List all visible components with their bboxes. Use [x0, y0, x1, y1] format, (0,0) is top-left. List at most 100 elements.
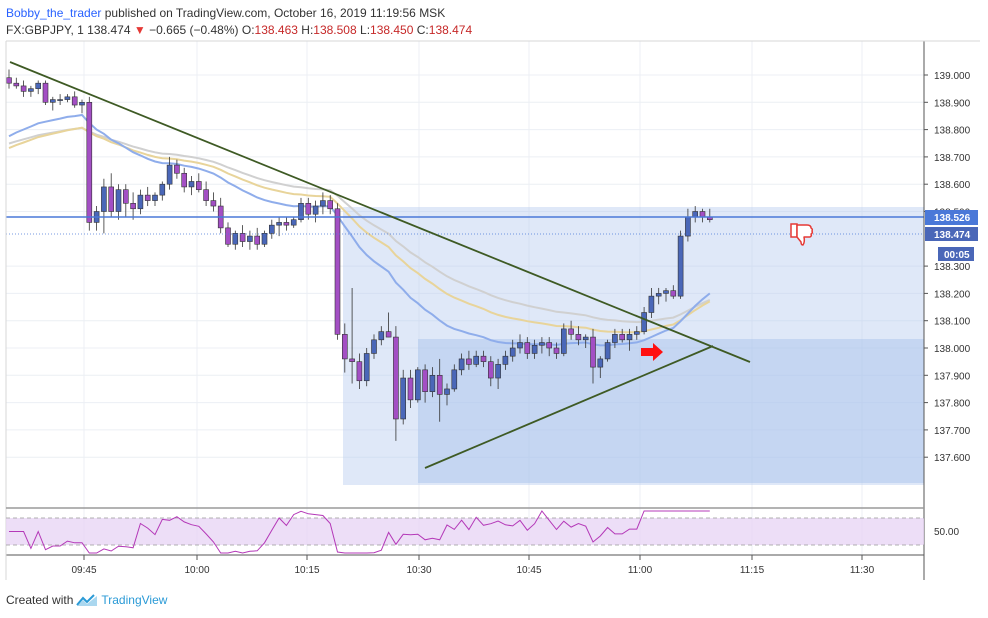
candle-body [71, 96, 78, 106]
low-label: L: [360, 23, 371, 37]
candle [174, 159, 180, 179]
candle [305, 197, 312, 220]
candle-body [677, 235, 684, 297]
candle [458, 353, 465, 376]
candle-body [203, 189, 209, 201]
candle [71, 91, 78, 108]
candle-body [458, 358, 465, 371]
candle [57, 94, 63, 106]
rsi-tick-label: 50.00 [934, 527, 959, 538]
candle-body [429, 374, 436, 392]
candle [144, 186, 151, 207]
candle [298, 197, 304, 223]
arrow-right-icon [641, 343, 663, 361]
candle [225, 222, 231, 247]
candle [575, 326, 582, 346]
y-tick-label: 139.000 [934, 71, 971, 82]
candle-body [546, 342, 553, 349]
candle-body [648, 295, 655, 313]
candle-body [436, 374, 443, 395]
open-value: 138.463 [254, 23, 298, 37]
last-price: 138.474 [87, 23, 131, 37]
candle [597, 356, 604, 379]
candle-body [6, 77, 12, 84]
candle [539, 337, 545, 354]
author-link[interactable]: Bobby_the_trader [6, 6, 102, 20]
candle-body [79, 102, 85, 106]
candle [524, 337, 531, 359]
down-triangle-icon: ▼ [133, 23, 146, 37]
candle [35, 80, 42, 95]
candle-body [699, 211, 706, 218]
candle-body [466, 358, 472, 365]
candle [663, 287, 669, 302]
candle-body [692, 211, 699, 218]
countdown-label-bg [938, 247, 974, 261]
level-label-bg [925, 210, 978, 225]
candle-body [487, 361, 494, 379]
candle-body [393, 336, 399, 420]
y-tick-label: 138.800 [934, 126, 971, 137]
candle [283, 216, 290, 231]
candle-body [298, 203, 304, 220]
y-tick-label: 138.100 [934, 317, 971, 328]
uptrend-line[interactable] [424, 345, 714, 469]
candle-body [612, 334, 618, 343]
candle-body [685, 216, 691, 237]
y-tick-label: 137.900 [934, 371, 971, 382]
candle-body [86, 102, 93, 223]
candle-body [137, 194, 144, 210]
candle-body [130, 203, 136, 210]
y-tick-label: 137.800 [934, 399, 971, 410]
candle-body [20, 85, 27, 92]
candle-body [641, 312, 647, 332]
high-value: 138.508 [313, 23, 357, 37]
candle [28, 85, 34, 97]
candle-body [480, 355, 487, 362]
x-tick-label: 11:15 [740, 565, 765, 576]
y-tick-label: 138.300 [934, 262, 971, 273]
candle-body [626, 334, 633, 341]
candle-body [144, 194, 151, 201]
candle [385, 312, 392, 338]
candle-body [385, 331, 392, 338]
candle-body [254, 235, 260, 245]
close-value: 138.474 [428, 23, 473, 37]
candle [502, 350, 509, 370]
candle [612, 328, 618, 348]
candle [86, 96, 93, 231]
candle-body [495, 364, 501, 379]
candle-body [261, 233, 268, 245]
range-zone-outer [343, 207, 924, 485]
candle-body [232, 233, 239, 245]
rsi-band [6, 518, 924, 545]
candle [254, 227, 260, 250]
candle-body [349, 358, 355, 362]
candle-body [422, 369, 428, 392]
candle-body [159, 183, 166, 196]
candle-body [152, 194, 158, 201]
candle [312, 200, 319, 223]
candle [42, 80, 49, 106]
candle [356, 353, 363, 389]
candle-body [655, 293, 662, 297]
grid-lines [6, 41, 924, 555]
candle-body [320, 200, 326, 207]
candle-body [283, 222, 290, 226]
candle [349, 287, 355, 384]
candle [13, 77, 20, 89]
candle-body [290, 219, 297, 226]
candle-body [363, 353, 370, 382]
candle [670, 285, 677, 299]
candle [79, 99, 85, 114]
y-tick-label: 138.200 [934, 289, 971, 300]
tradingview-link[interactable]: TradingView [101, 593, 168, 607]
candle [582, 334, 589, 348]
downtrend-line[interactable] [9, 61, 751, 363]
x-tick-label: 10:15 [294, 565, 319, 576]
candle-body [101, 186, 107, 212]
candle [276, 216, 282, 237]
candle-body [334, 208, 341, 335]
candle-body [64, 96, 71, 100]
